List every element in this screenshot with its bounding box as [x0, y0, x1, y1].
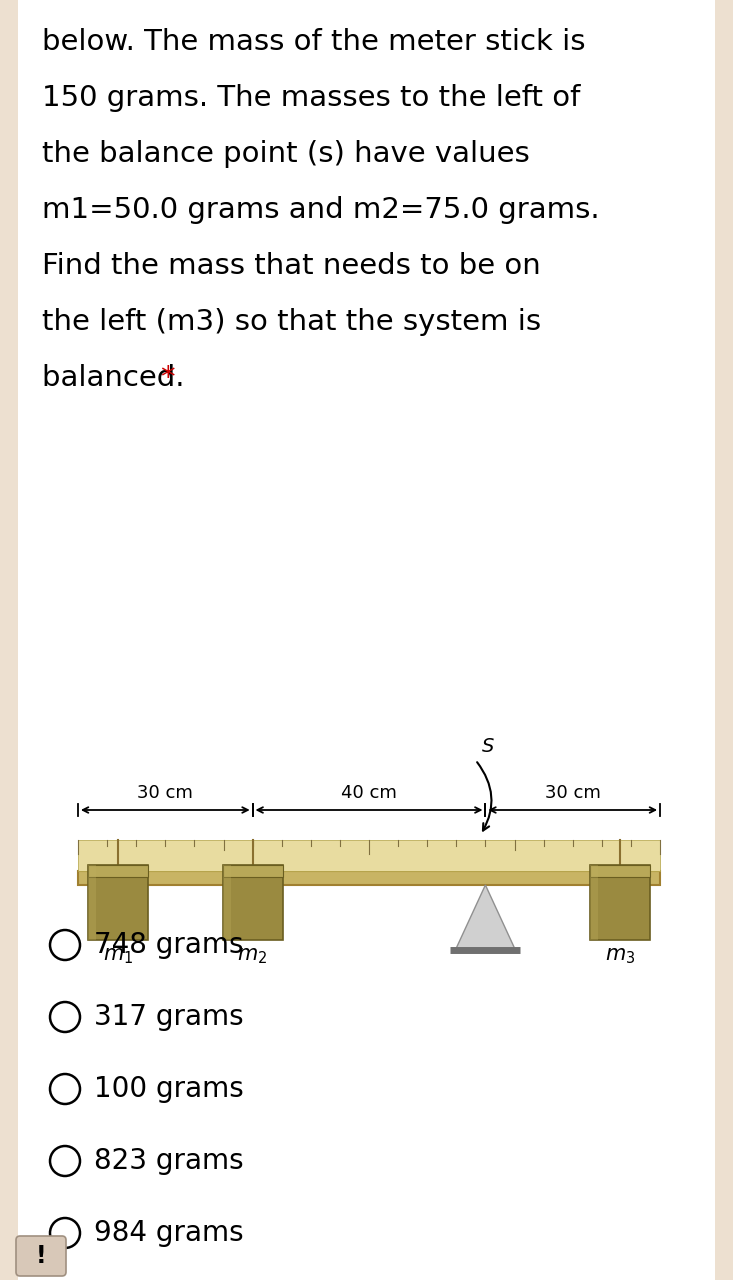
Bar: [78, 840, 660, 870]
Text: S: S: [482, 737, 494, 756]
Bar: [590, 865, 650, 940]
Text: $m_1$: $m_1$: [103, 946, 133, 966]
Text: 748 grams: 748 grams: [94, 931, 243, 959]
FancyBboxPatch shape: [16, 1236, 66, 1276]
Bar: [223, 865, 283, 940]
Text: 30 cm: 30 cm: [545, 783, 600, 803]
Bar: [223, 865, 283, 877]
FancyArrowPatch shape: [477, 762, 492, 831]
Polygon shape: [455, 884, 515, 950]
Text: *: *: [160, 364, 174, 392]
Text: 984 grams: 984 grams: [94, 1219, 243, 1247]
Bar: [88, 865, 96, 940]
Text: the left (m3) so that the system is: the left (m3) so that the system is: [42, 308, 541, 335]
Bar: [78, 870, 660, 884]
Text: balanced.: balanced.: [42, 364, 194, 392]
Text: below. The mass of the meter stick is: below. The mass of the meter stick is: [42, 28, 586, 56]
Text: 317 grams: 317 grams: [94, 1004, 243, 1030]
Text: 100 grams: 100 grams: [94, 1075, 244, 1103]
Bar: [88, 865, 148, 940]
Text: Find the mass that needs to be on: Find the mass that needs to be on: [42, 252, 541, 280]
Text: 30 cm: 30 cm: [137, 783, 194, 803]
Text: 40 cm: 40 cm: [341, 783, 397, 803]
Text: m1=50.0 grams and m2=75.0 grams.: m1=50.0 grams and m2=75.0 grams.: [42, 196, 600, 224]
Bar: [88, 865, 148, 877]
Text: !: !: [36, 1244, 46, 1268]
Text: the balance point (s) have values: the balance point (s) have values: [42, 140, 530, 168]
Text: $m_3$: $m_3$: [605, 946, 636, 966]
Text: $m_2$: $m_2$: [237, 946, 268, 966]
Text: 150 grams. The masses to the left of: 150 grams. The masses to the left of: [42, 84, 581, 111]
Bar: [590, 865, 598, 940]
Text: 823 grams: 823 grams: [94, 1147, 243, 1175]
Bar: [223, 865, 231, 940]
Bar: [590, 865, 650, 877]
